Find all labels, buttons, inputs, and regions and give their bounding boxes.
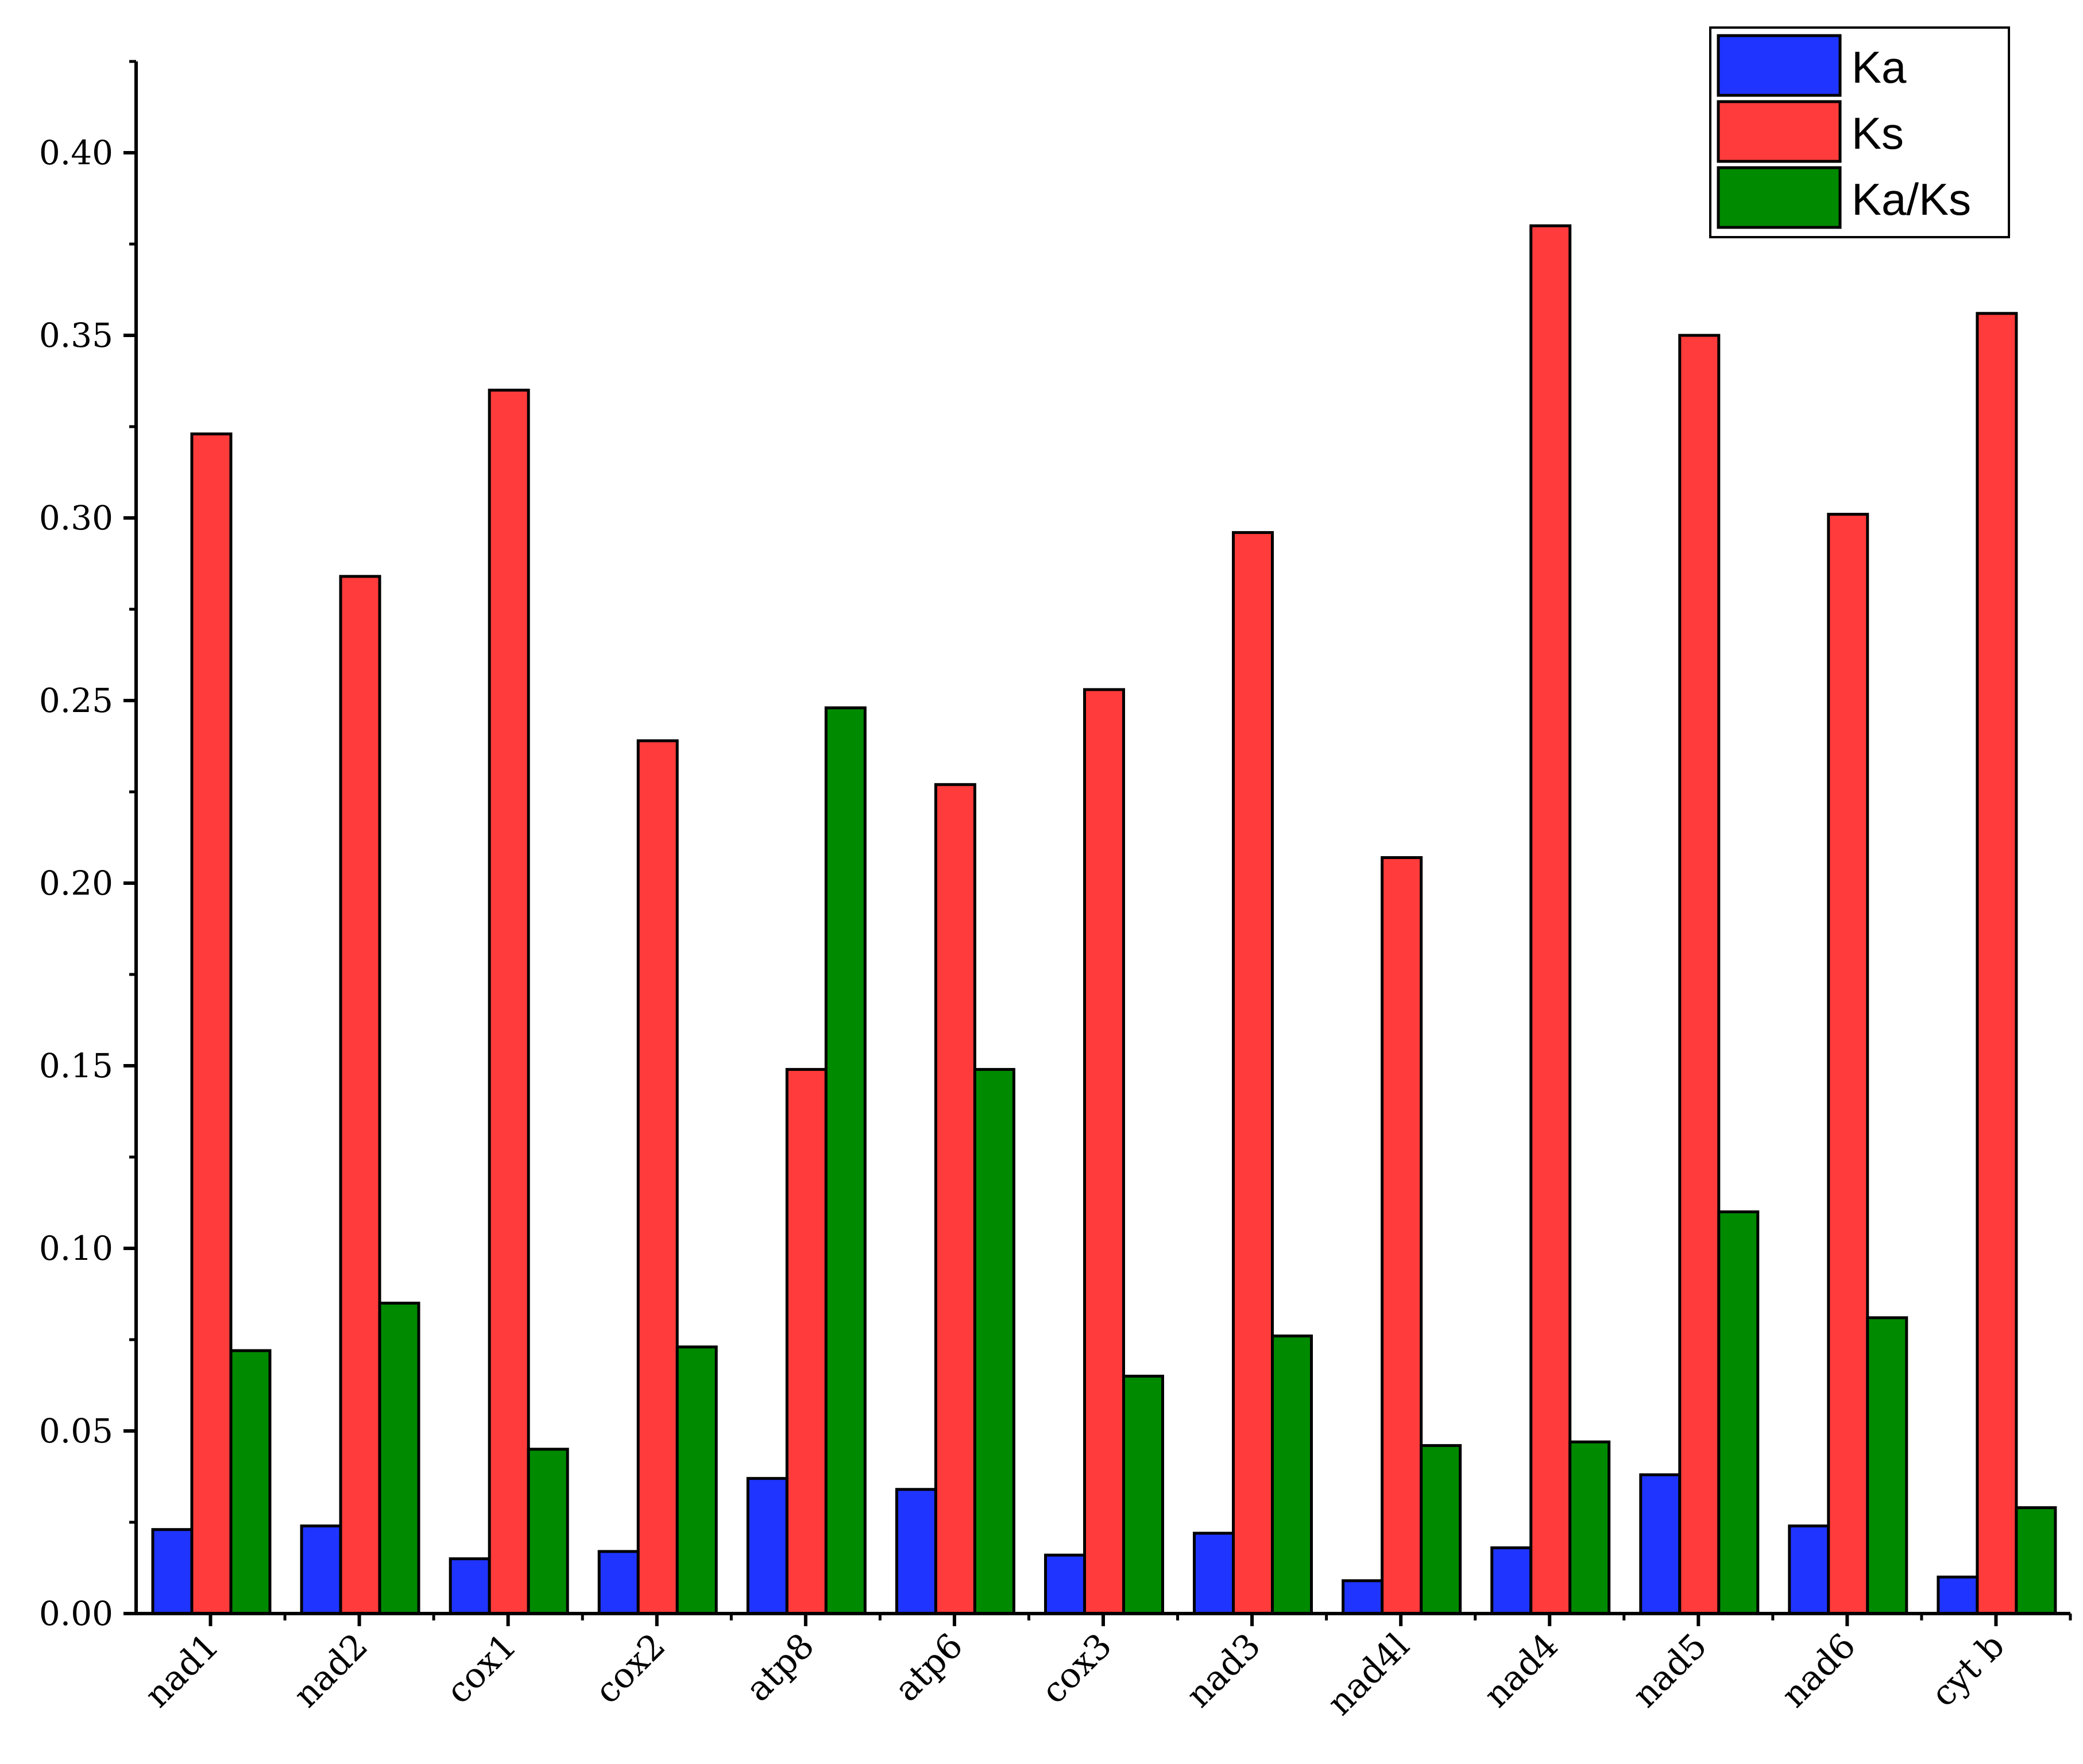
bar-ks-atp8 xyxy=(785,1067,828,1615)
legend-swatch xyxy=(1717,34,1842,97)
y-tick-label: 0.25 xyxy=(39,681,113,720)
bar-ks-cox1 xyxy=(488,388,530,1615)
legend-label: Ka/Ks xyxy=(1852,174,1971,225)
bar-ka-ks-cox2 xyxy=(675,1345,718,1615)
plot-area xyxy=(151,224,2057,1615)
bar-ks-cox2 xyxy=(636,739,679,1615)
bar-ka-ks-nad2 xyxy=(378,1301,420,1615)
x-category-label: nad2 xyxy=(286,1626,376,1715)
x-category-label: cox3 xyxy=(1034,1626,1120,1712)
x-category-label: nad3 xyxy=(1178,1626,1268,1715)
y-tick-label: 0.10 xyxy=(39,1229,113,1268)
y-tick-label: 0.35 xyxy=(39,316,113,355)
y-tick-label: 0.15 xyxy=(39,1046,113,1085)
y-tick-label: 0.30 xyxy=(39,498,113,537)
bar-ks-nad3 xyxy=(1232,531,1274,1615)
y-tick-label: 0.20 xyxy=(39,864,113,903)
bar-ks-atp6 xyxy=(934,783,976,1615)
bar-ka-nad4 xyxy=(1490,1546,1533,1615)
bar-ka-cyt-b xyxy=(1937,1575,1979,1615)
legend-label: Ka xyxy=(1852,42,1907,92)
bar-ka-ks-cox1 xyxy=(527,1448,569,1615)
bar-ka-nad5 xyxy=(1639,1473,1682,1615)
bar-ka-ks-nad6 xyxy=(1866,1316,1908,1615)
x-category-label: atp6 xyxy=(887,1626,971,1709)
bar-ks-nad4 xyxy=(1529,224,1572,1615)
legend-swatch xyxy=(1717,100,1842,163)
bar-ka-ks-nad4l xyxy=(1420,1444,1462,1615)
bar-ks-nad2 xyxy=(339,575,381,1615)
x-category-label: nad5 xyxy=(1625,1626,1715,1715)
bar-ks-cyt-b xyxy=(1976,312,2018,1615)
bar-ka-nad6 xyxy=(1788,1524,1830,1615)
bar-ka-ks-nad5 xyxy=(1717,1210,1760,1615)
bar-ka-cox3 xyxy=(1044,1553,1086,1615)
x-category-label: nad1 xyxy=(137,1626,227,1715)
bar-ks-cox3 xyxy=(1083,688,1125,1615)
x-category-label: atp8 xyxy=(738,1626,822,1709)
bar-ks-nad4l xyxy=(1381,856,1423,1615)
x-category-label: nad4l xyxy=(1320,1626,1417,1723)
bar-ka-cox1 xyxy=(449,1557,491,1615)
bar-ka-ks-nad4 xyxy=(1568,1440,1611,1615)
bar-ka-ks-cyt-b xyxy=(2015,1506,2057,1615)
x-category-label: nad4 xyxy=(1477,1626,1566,1715)
y-tick-label: 0.40 xyxy=(39,133,113,172)
x-category-label: nad6 xyxy=(1774,1626,1864,1715)
bar-ka-nad4l xyxy=(1342,1579,1384,1615)
x-category-label: cox2 xyxy=(588,1626,674,1712)
legend-label: Ks xyxy=(1852,108,1904,158)
bar-ka-ks-atp6 xyxy=(973,1067,1015,1615)
bar-ka-atp8 xyxy=(746,1477,789,1615)
bar-ka-ks-nad1 xyxy=(229,1349,272,1615)
x-category-label: cox1 xyxy=(439,1626,525,1712)
bar-ka-ks-cox3 xyxy=(1122,1375,1164,1615)
legend: Ka Ks Ka/Ks xyxy=(1709,26,2010,238)
x-category-label: cyt b xyxy=(1923,1626,2012,1715)
y-tick-label: 0.05 xyxy=(39,1411,113,1450)
bar-ka-atp6 xyxy=(895,1488,937,1615)
bar-ks-nad1 xyxy=(190,432,233,1615)
bar-ka-nad2 xyxy=(300,1524,342,1615)
bar-ka-ks-nad3 xyxy=(1271,1334,1313,1615)
bar-ks-nad5 xyxy=(1678,334,1721,1615)
bar-ks-nad6 xyxy=(1827,513,1869,1615)
bar-ka-nad1 xyxy=(151,1528,194,1615)
bar-ka-nad3 xyxy=(1193,1531,1235,1615)
bar-ka-cox2 xyxy=(597,1550,640,1615)
y-tick-label: 0.00 xyxy=(39,1594,113,1633)
bar-ka-ks-atp8 xyxy=(824,706,867,1615)
legend-swatch xyxy=(1717,166,1842,229)
